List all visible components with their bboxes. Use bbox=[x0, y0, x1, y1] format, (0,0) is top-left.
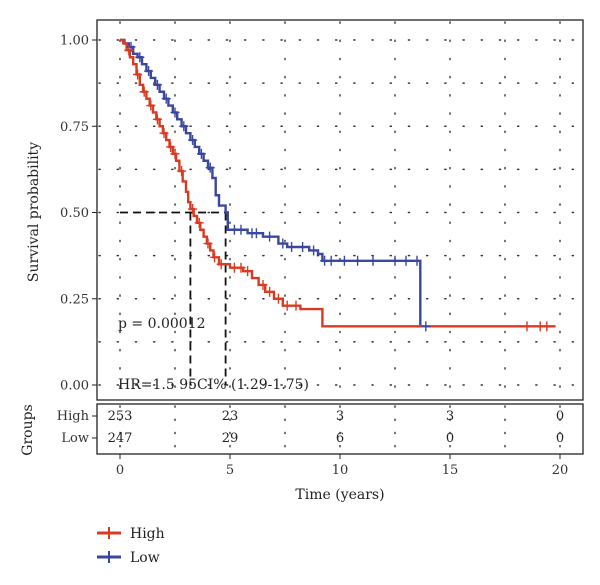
censor-mark-high bbox=[139, 86, 149, 97]
risk-table-title: Groups bbox=[20, 404, 36, 455]
censor-mark-low bbox=[161, 93, 171, 104]
y-tick-label: 0.00 bbox=[60, 379, 89, 394]
censor-mark-low bbox=[309, 245, 319, 256]
x-tick-label: 20 bbox=[552, 463, 569, 478]
legend: High Low bbox=[97, 526, 165, 566]
curve-high bbox=[120, 38, 556, 328]
risk-count: 253 bbox=[108, 409, 133, 424]
x-axis: 0 5 10 15 20 bbox=[116, 454, 568, 478]
y-tick-label: 0.50 bbox=[60, 206, 89, 221]
y-axis-title: Survival probability bbox=[26, 142, 42, 282]
censor-mark-high bbox=[258, 279, 268, 290]
risk-count: 0 bbox=[556, 409, 564, 424]
censor-mark-high bbox=[282, 300, 292, 311]
censor-mark-low bbox=[298, 242, 308, 252]
censor-mark-low bbox=[401, 255, 411, 266]
x-axis-title: Time (years) bbox=[295, 487, 384, 503]
censor-mark-high bbox=[159, 128, 169, 139]
censor-mark-high bbox=[133, 69, 143, 80]
p-value-annotation: p = 0.00012 bbox=[118, 316, 206, 332]
grid bbox=[98, 21, 582, 399]
x-tick-label: 10 bbox=[332, 463, 349, 478]
curve-low bbox=[120, 38, 422, 327]
censor-mark-low bbox=[179, 121, 189, 132]
risk-row-label: High bbox=[57, 409, 90, 424]
risk-count: 3 bbox=[446, 409, 454, 424]
legend-censor-high bbox=[104, 527, 114, 539]
censor-mark-low bbox=[188, 135, 198, 146]
y-axis: 0.00 0.25 0.50 0.75 1.00 bbox=[60, 34, 97, 394]
censor-mark-low bbox=[205, 162, 215, 173]
censor-mark-high bbox=[542, 321, 552, 332]
censor-mark-low bbox=[326, 255, 336, 266]
censor-mark-low bbox=[412, 255, 422, 266]
risk-count: 23 bbox=[222, 409, 239, 424]
censor-mark-high bbox=[152, 114, 162, 125]
censor-mark-low bbox=[390, 255, 400, 266]
censor-mark-low bbox=[170, 107, 180, 118]
x-tick-label: 15 bbox=[442, 463, 459, 478]
censor-mark-high bbox=[265, 286, 275, 297]
censor-mark-low bbox=[236, 224, 246, 235]
censor-mark-high bbox=[146, 100, 156, 111]
censor-mark-low bbox=[265, 231, 275, 242]
censor-mark-high bbox=[291, 300, 301, 311]
censor-mark-low bbox=[287, 242, 297, 252]
risk-count: 29 bbox=[222, 431, 239, 446]
censor-mark-high bbox=[203, 238, 213, 249]
legend-label-low: Low bbox=[130, 550, 160, 566]
median-lines bbox=[120, 211, 227, 385]
x-tick-label: 5 bbox=[226, 463, 234, 478]
censor-mark-low bbox=[144, 66, 154, 77]
censor-mark-high bbox=[194, 217, 204, 228]
legend-censor-low bbox=[104, 551, 114, 563]
censor-mark-high bbox=[170, 148, 180, 159]
censor-mark-high bbox=[166, 141, 176, 152]
censor-mark-low bbox=[353, 255, 363, 266]
censor-mark-low bbox=[278, 238, 288, 249]
censor-mark-high bbox=[210, 252, 220, 263]
censor-mark-low bbox=[251, 228, 261, 239]
x-tick-label: 0 bbox=[116, 463, 124, 478]
risk-count: 6 bbox=[336, 431, 344, 446]
censor-mark-low bbox=[339, 255, 349, 266]
risk-count: 0 bbox=[556, 431, 564, 446]
censor-mark-low bbox=[421, 321, 431, 332]
censor-mark-high bbox=[124, 45, 134, 56]
censor-mark-low bbox=[135, 52, 145, 63]
censor-mark-high bbox=[236, 262, 246, 273]
censor-mark-high bbox=[243, 266, 253, 277]
censor-mark-low bbox=[152, 79, 162, 90]
legend-label-high: High bbox=[130, 526, 165, 542]
y-tick-label: 1.00 bbox=[60, 34, 89, 49]
censor-mark-low bbox=[368, 255, 378, 266]
censor-mark-high bbox=[188, 204, 198, 215]
risk-count: 0 bbox=[446, 431, 454, 446]
censor-mark-high bbox=[273, 293, 283, 304]
risk-count: 3 bbox=[336, 409, 344, 424]
y-tick-label: 0.25 bbox=[60, 292, 89, 307]
censor-marks bbox=[124, 41, 552, 332]
censor-mark-high bbox=[177, 166, 187, 177]
y-tick-label: 0.75 bbox=[60, 120, 89, 135]
risk-count: 247 bbox=[108, 431, 133, 446]
censor-mark-high bbox=[216, 259, 226, 270]
survival-curves bbox=[120, 38, 556, 328]
plot-panel bbox=[96, 19, 584, 401]
censor-mark-high bbox=[522, 321, 532, 332]
hazard-ratio-annotation: HR=1.5 95CI% (1.29-1.75) bbox=[118, 377, 309, 393]
risk-table: High 253 23 3 3 0 Low 247 29 6 0 0 bbox=[57, 409, 564, 446]
risk-row-label: Low bbox=[61, 431, 89, 446]
censor-mark-low bbox=[196, 148, 206, 159]
